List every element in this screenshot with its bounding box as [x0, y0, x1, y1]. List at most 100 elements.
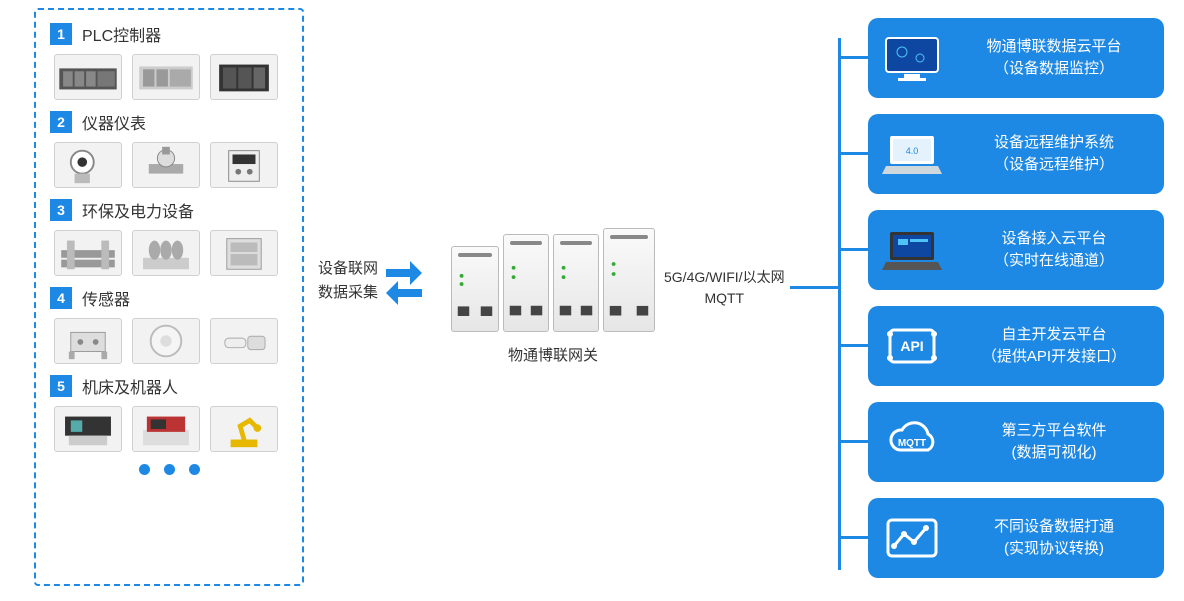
category-block: 4 传感器: [50, 286, 288, 364]
arrow-right-icon: [384, 256, 424, 306]
card-subtitle: （设备远程维护）: [956, 154, 1152, 177]
card-subtitle: (数据可视化): [956, 442, 1152, 465]
mqtt-icon: MQTT: [880, 416, 944, 468]
svg-text:MQTT: MQTT: [898, 438, 926, 449]
gateway-row: [444, 228, 662, 332]
gateway-device-icon: [553, 234, 599, 332]
bus-branch: [838, 56, 868, 59]
right-cards-panel: 物通博联数据云平台 （设备数据监控） 4.0 设备远程维护系统 （设备远程维护）…: [868, 18, 1164, 578]
platform-card: 不同设备数据打通 (实现协议转换): [868, 498, 1164, 578]
category-header: 4 传感器: [50, 286, 288, 310]
pager-dot: [189, 464, 200, 475]
device-icon: [54, 230, 122, 276]
category-devices: [50, 54, 288, 100]
category-block: 5 机床及机器人: [50, 374, 288, 452]
left-arrow-block: 设备联网 数据采集: [318, 256, 424, 306]
card-text: 自主开发云平台 （提供API开发接口）: [956, 324, 1152, 369]
device-icon: [132, 142, 200, 188]
bus-branch: [838, 344, 868, 347]
device-icon: [210, 142, 278, 188]
pager-dot: [139, 464, 150, 475]
card-title: 设备接入云平台: [956, 228, 1152, 251]
device-categories-panel: 1 PLC控制器 2 仪器仪表 3 环保及电力设备 4 传感器 5 机床及机器人: [34, 8, 304, 586]
category-number: 5: [50, 375, 72, 397]
device-icon: [54, 406, 122, 452]
card-text: 设备接入云平台 （实时在线通道）: [956, 228, 1152, 273]
device-icon: [54, 142, 122, 188]
category-header: 1 PLC控制器: [50, 22, 288, 46]
device-icon: [210, 54, 278, 100]
gateway-label: 物通博联网关: [444, 344, 662, 365]
svg-text:4.0: 4.0: [906, 146, 919, 156]
category-number: 1: [50, 23, 72, 45]
svg-text:API: API: [900, 338, 923, 354]
category-devices: [50, 230, 288, 276]
category-title: 仪器仪表: [82, 110, 146, 134]
platform-card: MQTT 第三方平台软件 (数据可视化): [868, 402, 1164, 482]
category-block: 3 环保及电力设备: [50, 198, 288, 276]
card-subtitle: （设备数据监控）: [956, 58, 1152, 81]
category-number: 2: [50, 111, 72, 133]
category-title: 环保及电力设备: [82, 198, 194, 222]
card-title: 设备远程维护系统: [956, 132, 1152, 155]
category-header: 5 机床及机器人: [50, 374, 288, 398]
label-line: MQTT: [664, 288, 785, 309]
bus-branch: [838, 248, 868, 251]
platform-card: 4.0 设备远程维护系统 （设备远程维护）: [868, 114, 1164, 194]
card-text: 物通博联数据云平台 （设备数据监控）: [956, 36, 1152, 81]
card-text: 设备远程维护系统 （设备远程维护）: [956, 132, 1152, 177]
category-block: 1 PLC控制器: [50, 22, 288, 100]
category-number: 4: [50, 287, 72, 309]
category-header: 3 环保及电力设备: [50, 198, 288, 222]
device-icon: [132, 54, 200, 100]
category-header: 2 仪器仪表: [50, 110, 288, 134]
bus-vertical: [838, 38, 841, 570]
category-title: 传感器: [82, 286, 130, 310]
network-label: 5G/4G/WIFI/以太网 MQTT: [664, 267, 785, 309]
bus-horizontal: [790, 286, 840, 289]
card-text: 不同设备数据打通 (实现协议转换): [956, 516, 1152, 561]
category-title: 机床及机器人: [82, 374, 178, 398]
device-icon: [132, 318, 200, 364]
card-subtitle: （提供API开发接口）: [956, 346, 1152, 369]
category-title: PLC控制器: [82, 22, 161, 46]
laptop2-icon: [880, 224, 944, 276]
category-devices: [50, 318, 288, 364]
bus-branch: [838, 152, 868, 155]
gateway-device-icon: [603, 228, 655, 332]
chart-icon: [880, 512, 944, 564]
device-icon: [132, 406, 200, 452]
bus-branch: [838, 440, 868, 443]
api-icon: API: [880, 320, 944, 372]
label-line: 5G/4G/WIFI/以太网: [664, 267, 785, 288]
card-title: 自主开发云平台: [956, 324, 1152, 347]
gateway-device-icon: [451, 246, 499, 332]
pager-dots: [50, 464, 288, 475]
category-devices: [50, 142, 288, 188]
device-icon: [210, 318, 278, 364]
card-title: 不同设备数据打通: [956, 516, 1152, 539]
platform-card: API 自主开发云平台 （提供API开发接口）: [868, 306, 1164, 386]
category-devices: [50, 406, 288, 452]
label-line: 设备联网: [318, 257, 378, 281]
category-block: 2 仪器仪表: [50, 110, 288, 188]
platform-card: 物通博联数据云平台 （设备数据监控）: [868, 18, 1164, 98]
card-title: 第三方平台软件: [956, 420, 1152, 443]
platform-card: 设备接入云平台 （实时在线通道）: [868, 210, 1164, 290]
label-line: 数据采集: [318, 281, 378, 305]
category-number: 3: [50, 199, 72, 221]
monitor-icon: [880, 32, 944, 84]
bus-branch: [838, 536, 868, 539]
device-icon: [54, 54, 122, 100]
pager-dot: [164, 464, 175, 475]
card-text: 第三方平台软件 (数据可视化): [956, 420, 1152, 465]
card-subtitle: (实现协议转换): [956, 538, 1152, 561]
left-arrow-label: 设备联网 数据采集: [318, 257, 378, 305]
card-title: 物通博联数据云平台: [956, 36, 1152, 59]
card-subtitle: （实时在线通道）: [956, 250, 1152, 273]
device-icon: [132, 230, 200, 276]
device-icon: [54, 318, 122, 364]
gateway-block: 物通博联网关: [444, 228, 662, 365]
gateway-device-icon: [503, 234, 549, 332]
device-icon: [210, 406, 278, 452]
